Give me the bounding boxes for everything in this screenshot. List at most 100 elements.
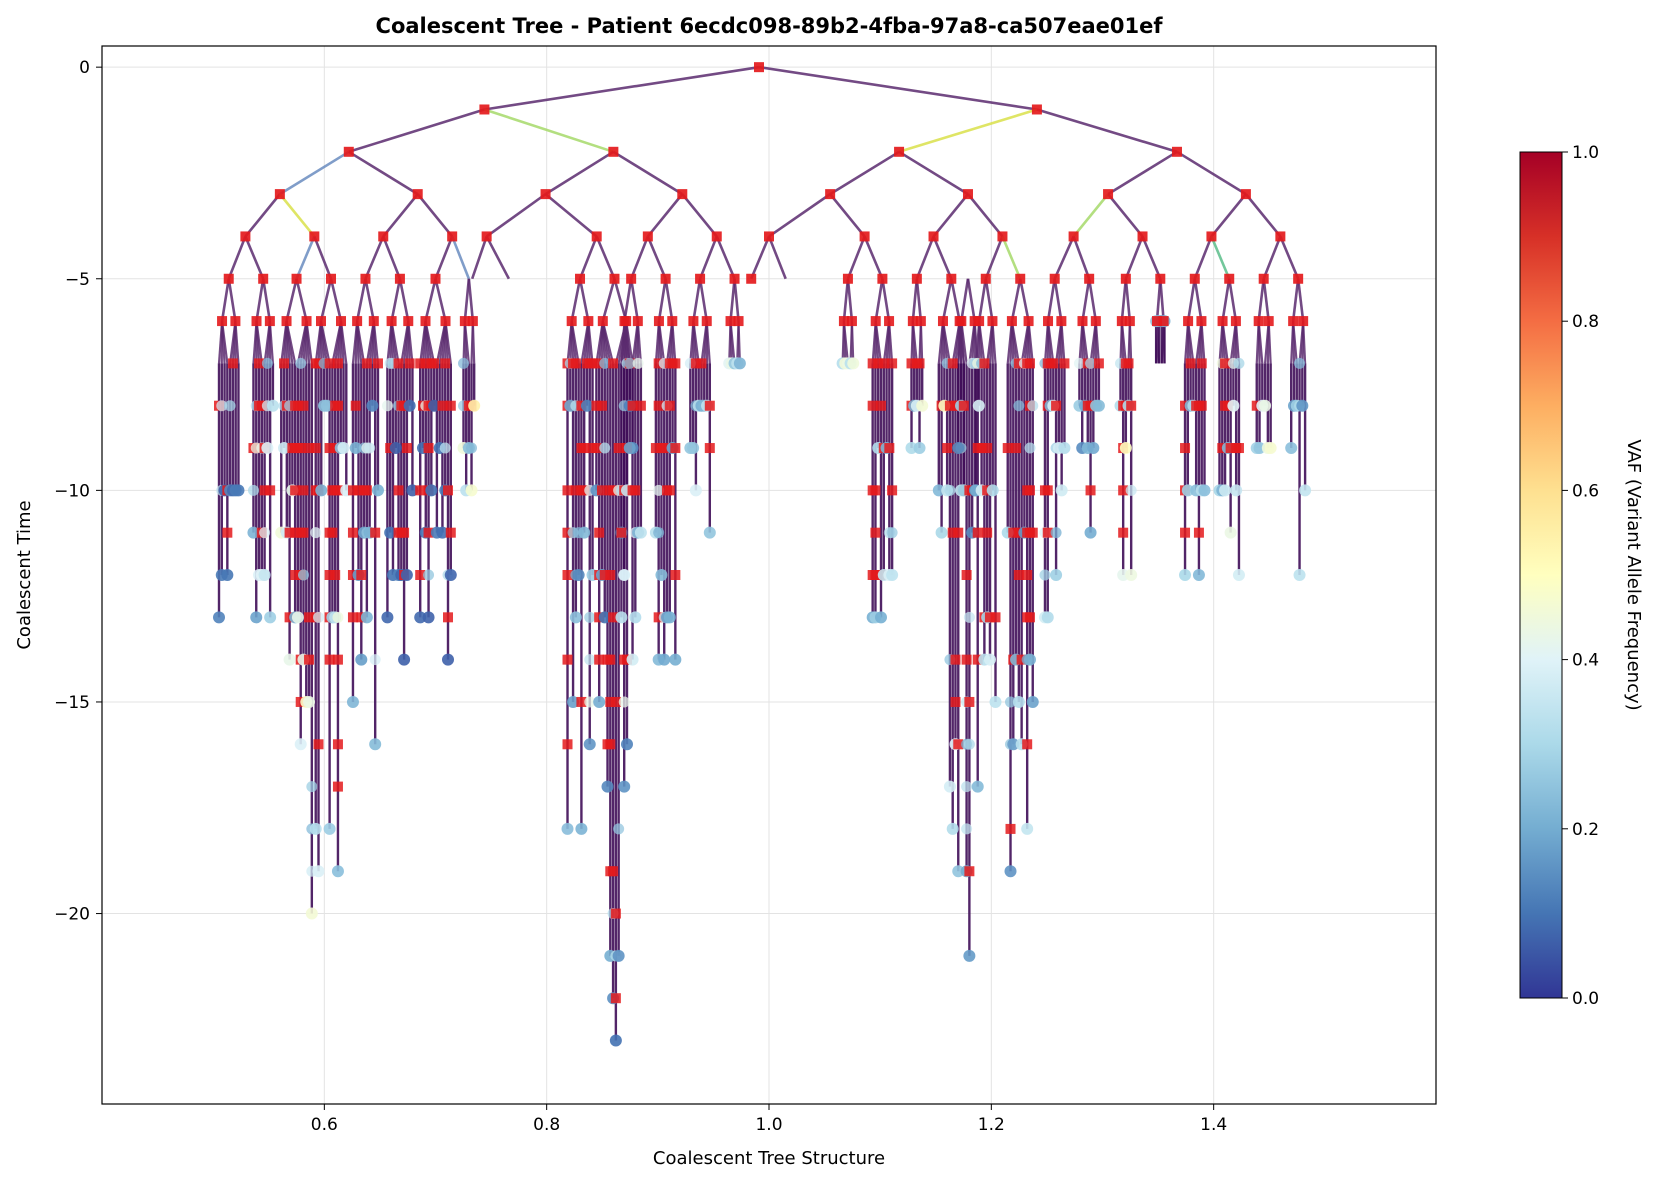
tree-edge <box>472 236 486 278</box>
internal-node <box>333 358 343 368</box>
internal-node <box>1194 528 1204 538</box>
internal-node <box>887 358 897 368</box>
internal-node <box>1056 316 1066 326</box>
internal-node <box>608 866 618 876</box>
internal-node <box>661 274 671 284</box>
internal-node <box>275 189 285 199</box>
leaf-node <box>366 400 378 412</box>
leaf-node <box>292 611 304 623</box>
tree-edge <box>852 321 853 363</box>
leaf-node <box>310 823 322 835</box>
leaf-node <box>570 611 582 623</box>
internal-node <box>963 189 973 199</box>
leaf-node <box>1013 696 1025 708</box>
leaf-node <box>261 442 273 454</box>
tree-edge <box>865 236 883 278</box>
internal-node <box>636 401 646 411</box>
leaf-node <box>425 484 437 496</box>
leaf-node <box>602 781 614 793</box>
leaf-node <box>669 654 681 666</box>
internal-node <box>424 443 434 453</box>
internal-node <box>1206 231 1216 241</box>
tree-edge <box>357 279 365 321</box>
internal-node <box>1264 316 1274 326</box>
leaf-node <box>401 569 413 581</box>
internal-node <box>1124 358 1134 368</box>
y-tick-label: −20 <box>54 905 90 925</box>
internal-node <box>394 485 404 495</box>
y-axis-label: Coalescent Time <box>14 500 35 649</box>
internal-node <box>982 443 992 453</box>
tree-edge <box>580 279 588 321</box>
leaf-node <box>398 654 410 666</box>
internal-node <box>352 316 362 326</box>
internal-node <box>1022 739 1032 749</box>
leaf-node <box>593 696 605 708</box>
internal-node <box>959 401 969 411</box>
leaf-node <box>259 527 270 538</box>
leaf-node <box>338 442 350 454</box>
tree-edge <box>759 67 1037 109</box>
tree-edge <box>383 194 417 236</box>
internal-node <box>611 993 621 1003</box>
internal-node <box>360 274 370 284</box>
internal-node <box>1254 316 1264 326</box>
internal-node <box>1043 485 1053 495</box>
internal-node <box>1183 316 1193 326</box>
tree-edge <box>1012 279 1020 321</box>
leaf-node <box>458 358 469 369</box>
tree-edge <box>245 194 279 236</box>
internal-node <box>894 147 904 157</box>
leaf-node <box>1005 865 1017 877</box>
internal-node <box>597 401 607 411</box>
leaf-node <box>1285 442 1297 454</box>
internal-node <box>1011 443 1021 453</box>
internal-node <box>373 358 383 368</box>
tree-edge <box>484 67 759 109</box>
leaf-node <box>655 569 667 581</box>
leaf-node <box>369 738 381 750</box>
leaf-node <box>1179 569 1191 581</box>
tree-edge <box>1089 279 1096 321</box>
colorbar <box>1520 152 1562 998</box>
leaf-node <box>423 611 435 623</box>
leaf-node <box>466 443 477 454</box>
leaf-node <box>944 485 955 496</box>
tree-edge <box>469 279 473 321</box>
internal-node <box>884 316 894 326</box>
leaf-node <box>250 611 262 623</box>
leaf-node <box>613 950 625 962</box>
internal-node <box>413 189 423 199</box>
tree-edge <box>297 279 307 321</box>
internal-node <box>1007 316 1017 326</box>
tree-edge <box>613 152 682 194</box>
internal-node <box>240 231 250 241</box>
leaf-node <box>225 400 236 411</box>
tree-edge <box>229 236 246 278</box>
internal-node <box>344 147 354 157</box>
leaf-node <box>984 654 996 666</box>
internal-node <box>1241 189 1251 199</box>
tree-edge <box>1074 236 1090 278</box>
leaf-node <box>1120 442 1132 454</box>
leaf-node <box>687 442 699 454</box>
leaf-node <box>295 358 306 369</box>
internal-node <box>962 570 972 580</box>
leaf-node <box>734 357 746 369</box>
y-tick-label: −15 <box>54 693 90 713</box>
y-tick-label: 0 <box>79 58 90 78</box>
internal-node <box>1094 358 1104 368</box>
internal-node <box>265 316 275 326</box>
internal-node <box>847 316 857 326</box>
internal-node <box>611 909 621 919</box>
internal-node <box>479 104 489 114</box>
leaf-node <box>886 569 898 581</box>
tree-edge <box>921 321 922 363</box>
tree-edge <box>1082 279 1089 321</box>
tree-nodes <box>213 62 1311 1046</box>
internal-node <box>1032 104 1042 114</box>
leaf-node <box>267 400 279 412</box>
internal-node <box>979 358 989 368</box>
leaf-node <box>964 612 975 623</box>
leaf-node <box>963 950 975 962</box>
